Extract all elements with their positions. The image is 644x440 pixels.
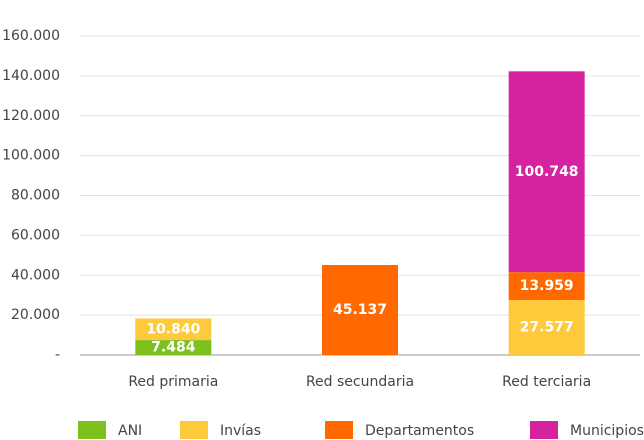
legend-swatch [530, 421, 558, 439]
y-tick-label: 20.000 [11, 307, 60, 323]
data-label: 10.840 [146, 321, 200, 337]
y-tick-label: 40.000 [11, 267, 60, 283]
y-tick-label: 100.000 [2, 148, 60, 164]
legend-swatch [325, 421, 353, 439]
data-label: 7.484 [151, 340, 196, 356]
x-tick-label: Red primaria [128, 374, 218, 390]
bar-segment [322, 265, 398, 355]
legend-swatch [180, 421, 208, 439]
y-tick-label: 160.000 [2, 28, 60, 44]
bar-segment [508, 272, 585, 301]
data-label: 100.748 [515, 164, 579, 180]
legend-label: Departamentos [365, 423, 474, 439]
y-tick-label: 60.000 [11, 227, 60, 243]
bar-segment [135, 318, 212, 341]
x-tick-label: Red secundaria [306, 374, 414, 390]
legend-label: ANI [118, 423, 142, 439]
y-tick-label: - [55, 347, 60, 363]
data-label: 13.959 [520, 278, 574, 294]
data-label: 45.137 [333, 302, 387, 318]
y-tick-label: 120.000 [2, 108, 60, 124]
bar-segment [508, 71, 585, 273]
y-tick-label: 140.000 [2, 68, 60, 84]
data-label: 27.577 [520, 320, 574, 336]
legend-label: Municipios [570, 423, 644, 439]
bar-segment [135, 340, 212, 355]
x-tick-label: Red terciaria [502, 374, 591, 390]
legend-swatch [78, 421, 106, 439]
y-tick-label: 80.000 [11, 188, 60, 204]
bar-segment [508, 300, 585, 355]
legend-label: Invías [220, 423, 261, 439]
